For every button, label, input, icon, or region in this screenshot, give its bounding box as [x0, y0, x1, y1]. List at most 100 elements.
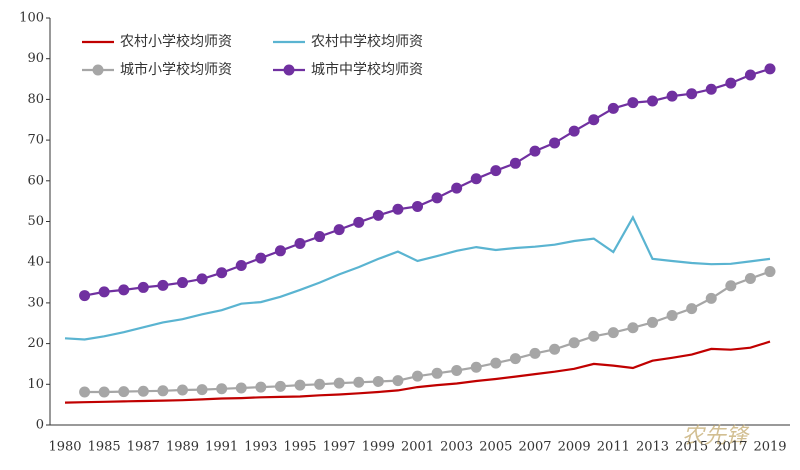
point [196, 384, 208, 396]
x-tick-label: 1987 [127, 440, 160, 455]
y-tick-label: 90 [27, 51, 44, 66]
legend-marker [283, 64, 295, 76]
watermark: 农先锋 [682, 424, 750, 449]
y-tick-label: 60 [27, 173, 44, 188]
point [177, 277, 188, 289]
point [177, 384, 188, 396]
point [98, 386, 110, 398]
point [509, 353, 521, 365]
point [666, 310, 678, 322]
point [666, 90, 678, 102]
point [607, 102, 619, 114]
x-tick-label: 2013 [636, 440, 669, 455]
point [490, 165, 502, 177]
y-tick-label: 20 [27, 336, 44, 351]
point [568, 337, 580, 349]
point [392, 203, 404, 215]
x-tick-label: 1995 [283, 440, 316, 455]
point [568, 125, 580, 137]
point [647, 316, 658, 328]
legend-label: 农村小学校均师资 [120, 33, 232, 50]
point [744, 69, 756, 81]
legend-label: 农村中学校均师资 [311, 33, 423, 50]
point [451, 182, 463, 194]
point [372, 209, 384, 221]
point [588, 330, 600, 342]
series-line [84, 67, 771, 297]
point [509, 157, 521, 169]
legend-label: 城市小学校均师资 [120, 61, 232, 78]
point [137, 281, 149, 293]
point [725, 77, 737, 89]
point [470, 173, 482, 185]
point [274, 380, 286, 392]
point [764, 63, 776, 75]
point [529, 145, 541, 157]
point [764, 266, 776, 278]
y-tick-label: 80 [27, 92, 44, 107]
x-tick-label: 2001 [401, 440, 434, 455]
series-line [64, 215, 771, 341]
point [333, 224, 345, 236]
point [314, 378, 326, 390]
y-tick-label: 0 [36, 418, 44, 433]
point [431, 367, 443, 379]
x-tick-label: 1991 [205, 440, 238, 455]
point [118, 386, 130, 398]
point [725, 280, 737, 292]
point [333, 377, 345, 389]
y-tick-label: 50 [27, 214, 44, 229]
point [529, 347, 541, 359]
point [196, 273, 208, 285]
point [549, 343, 561, 355]
point [274, 245, 286, 257]
point [744, 272, 756, 284]
series-line [84, 270, 771, 394]
x-tick-label: 1980 [48, 440, 81, 455]
point [255, 252, 267, 264]
point [627, 322, 639, 334]
x-tick-label: 2009 [558, 440, 591, 455]
legend-marker [92, 64, 104, 76]
x-tick-label: 2007 [518, 440, 551, 455]
point [490, 357, 502, 369]
point [470, 361, 482, 373]
x-tick-label: 2003 [440, 440, 473, 455]
x-tick-label: 1993 [244, 440, 277, 455]
x-tick-label: 1999 [362, 440, 395, 455]
point [314, 231, 326, 243]
point [353, 376, 365, 388]
point [235, 382, 247, 394]
point [686, 88, 698, 100]
point [372, 375, 384, 387]
y-tick-label: 40 [27, 255, 44, 270]
x-tick-label: 2017 [714, 440, 747, 455]
y-tick-label: 70 [27, 133, 44, 148]
point [647, 95, 658, 107]
point [705, 292, 717, 304]
legend-label: 城市中学校均师资 [311, 61, 423, 78]
x-tick-label: 1985 [88, 440, 121, 455]
point [98, 286, 110, 298]
y-tick-label: 30 [27, 295, 44, 310]
y-tick-label: 100 [19, 11, 44, 26]
point [549, 137, 561, 149]
point [137, 385, 149, 397]
x-tick-label: 1997 [323, 440, 356, 455]
point [686, 303, 698, 315]
point [412, 200, 423, 212]
x-tick-label: 2011 [597, 440, 630, 455]
point [705, 83, 717, 95]
point [255, 381, 267, 393]
point [294, 379, 306, 391]
point [235, 259, 247, 271]
x-tick-label: 2015 [675, 440, 708, 455]
x-tick-label: 2005 [479, 440, 512, 455]
point [607, 327, 619, 339]
point [157, 385, 169, 397]
point [118, 284, 130, 296]
x-tick-label: 1989 [166, 440, 199, 455]
point [294, 237, 306, 249]
point [353, 216, 365, 228]
